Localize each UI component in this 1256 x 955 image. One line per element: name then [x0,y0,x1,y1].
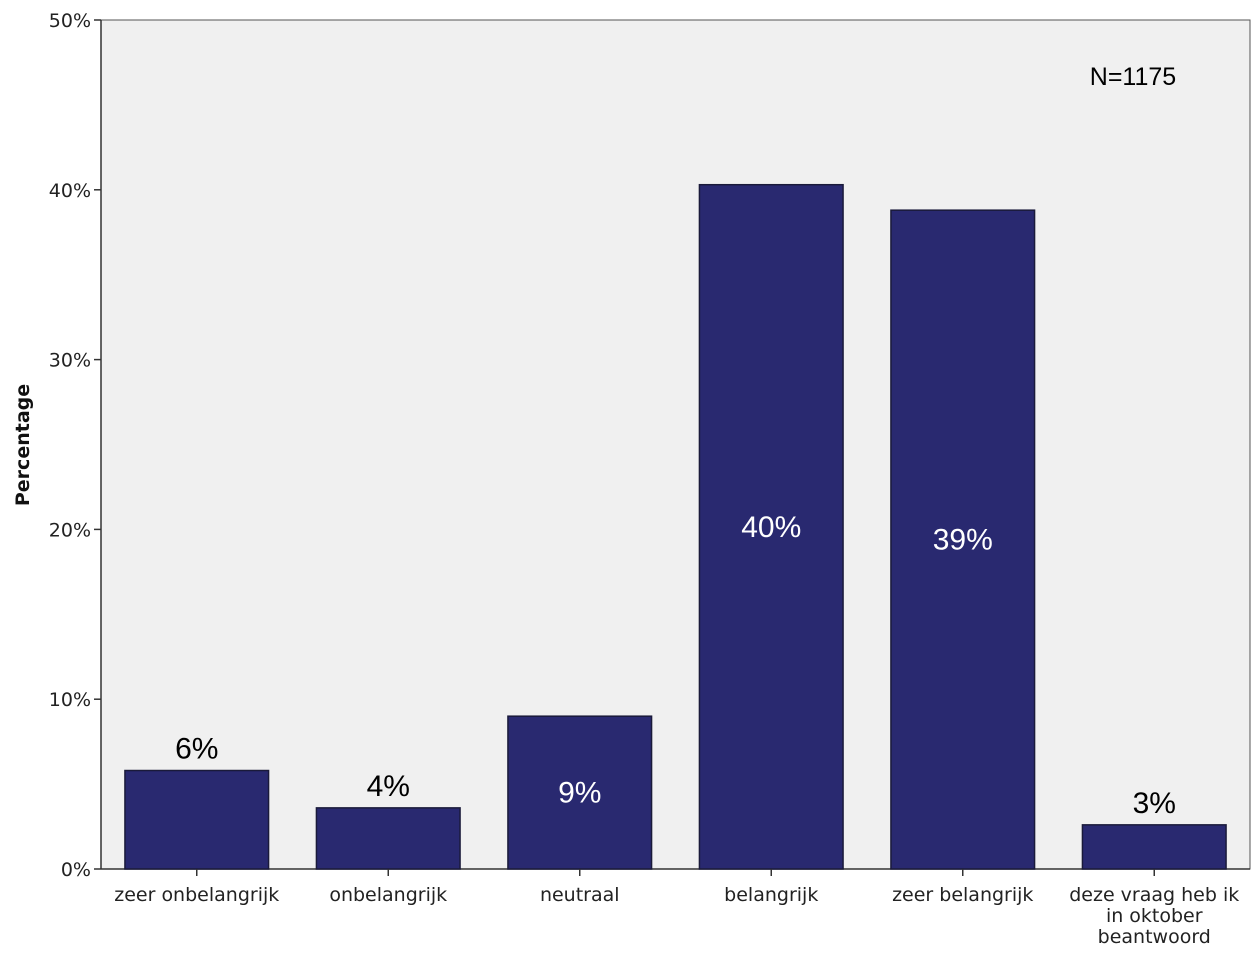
bars: 6% 4% 9% 40% 39% 3% [124,183,1227,870]
data-label: 9% [558,777,601,810]
y-tick-label: 20% [49,519,91,541]
bar [1081,824,1227,870]
x-axis: zeer onbelangrijk onbelangrijk neutraal bel… [114,869,1239,948]
x-tick-label: deze vraag heb ik in oktober beantwoord [1069,884,1239,948]
data-label: 39% [933,524,993,557]
bar [890,209,1036,870]
y-tick-label: 40% [49,180,91,202]
y-tick-label: 30% [49,350,91,372]
data-label: 6% [175,733,218,766]
y-axis-title: Percentage [12,384,34,506]
data-label: 4% [367,770,410,803]
x-tick-label: belangrijk [724,884,818,906]
x-tick-label: zeer onbelangrijk [114,884,279,906]
bar [315,807,461,870]
sample-size-annotation: N=1175 [1090,63,1176,91]
y-tick-label: 50% [49,10,91,32]
data-label: 40% [741,511,801,544]
bar [507,715,653,870]
plot-area [100,19,1251,870]
y-axis: 0% 10% 20% 30% 40% 50% [49,10,1250,881]
data-label: 3% [1133,787,1176,820]
bar [124,769,270,870]
x-tick-label: onbelangrijk [329,884,447,906]
y-tick-label: 0% [61,859,91,881]
bar [698,183,844,870]
x-tick-label: zeer belangrijk [892,884,1033,906]
x-tick-label: neutraal [540,884,620,906]
y-tick-label: 10% [49,689,91,711]
